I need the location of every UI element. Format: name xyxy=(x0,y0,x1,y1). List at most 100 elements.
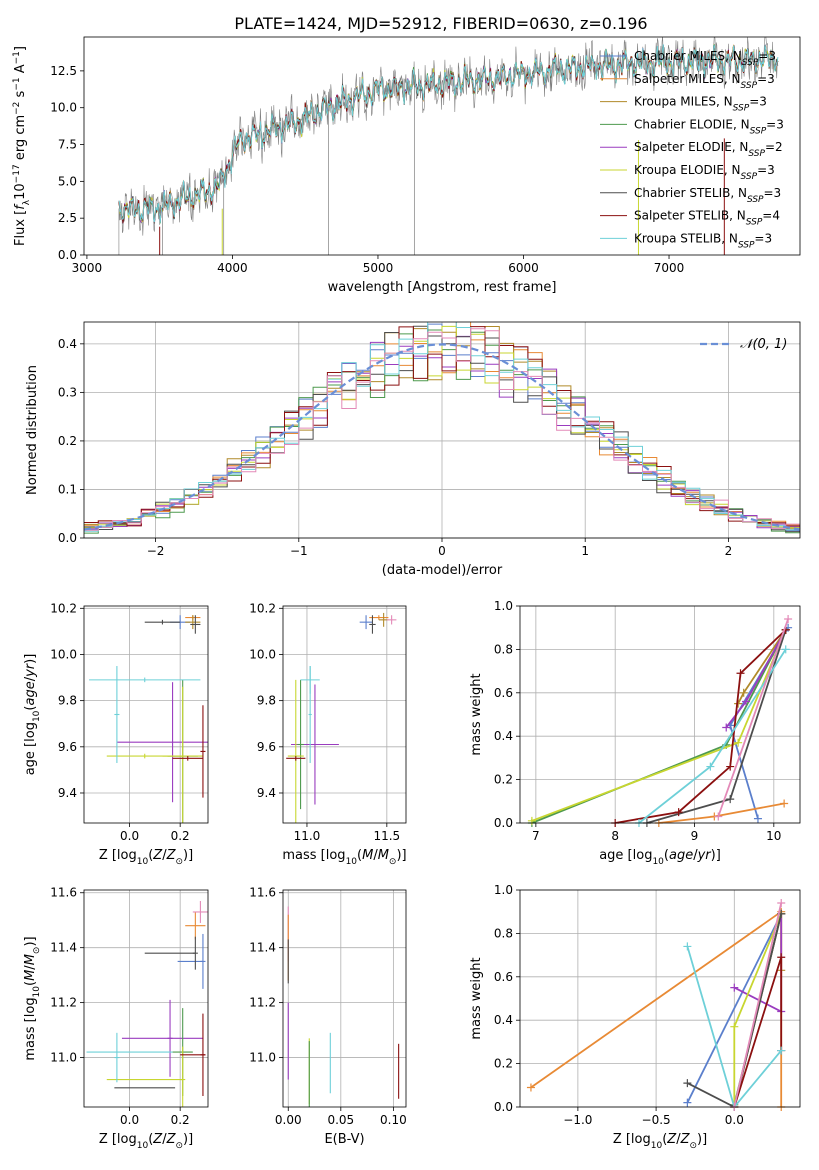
mass-weight-marker xyxy=(683,942,692,951)
x-axis-label: Z [log10(Z/Z⊙)] xyxy=(99,1132,193,1151)
x-tick-label: 0.2 xyxy=(171,829,190,843)
x-tick-label: 10 xyxy=(766,829,781,843)
residual-histogram-10 xyxy=(84,328,800,531)
age-vs-Z-frame xyxy=(83,605,209,824)
mass-weight-marker xyxy=(780,799,789,808)
y-tick-label: 10.2 xyxy=(50,601,77,615)
x-tick-label: 9 xyxy=(691,829,699,843)
residuals-axes: −2 −1 0 1 2 0.0 0.1 0.2 0.3 0.4 (data-model)/error… xyxy=(25,322,800,578)
x-tick-label: 0 xyxy=(438,544,446,558)
spectrum-legend: Chabrier MILES, NSSP=3 Salpeter MILES, NS… xyxy=(600,49,784,250)
legend-label: Kroupa ELODIE, NSSP=3 xyxy=(634,163,775,182)
x-tick-label: 3000 xyxy=(72,261,103,275)
mass-weight-series-8 xyxy=(615,629,787,823)
y-tick-label: 0.6 xyxy=(494,970,513,984)
y-tick-label: 11.6 xyxy=(249,886,276,900)
legend-label: Salpeter STELIB, NSSP=4 xyxy=(634,209,780,228)
mass-weight-marker xyxy=(683,1079,692,1088)
y-tick-label: 11.6 xyxy=(50,886,77,900)
y-tick-label: 0.4 xyxy=(494,729,513,743)
y-tick-label: 9.8 xyxy=(257,694,276,708)
figure-title: PLATE=1424, MJD=52912, FIBERID=0630, z=0… xyxy=(234,14,647,33)
mass-weight-series-10 xyxy=(733,902,783,1107)
mass-vs-EBV-axes: 0.00 0.05 0.10 11.0 11.2 11.4 11.6 E(B-V) xyxy=(249,886,406,1147)
massweight-vs-age-frame xyxy=(519,605,801,824)
y-tick-label: 0.0 xyxy=(494,816,513,830)
mass-weight-marker xyxy=(777,953,786,962)
y-tick-label: 11.2 xyxy=(249,996,276,1010)
x-tick-label: 0.10 xyxy=(380,1113,407,1127)
mass-weight-marker xyxy=(739,688,748,697)
y-tick-label: 9.6 xyxy=(257,740,276,754)
legend-label: Kroupa STELIB, NSSP=3 xyxy=(634,231,772,250)
mass-weight-marker xyxy=(726,795,735,804)
x-tick-label: −0.5 xyxy=(642,1113,671,1127)
spectrum-frame xyxy=(83,36,801,256)
y-tick-label: 10.0 xyxy=(50,647,77,661)
mass-weight-marker xyxy=(730,1022,739,1031)
mass-weight-marker xyxy=(726,762,735,771)
mass-weight-series-9 xyxy=(686,946,782,1107)
age-vs-Z-axes: 0.0 0.2 9.4 9.6 9.8 10.0 10.2 Z [log10(Z/Z⊙)] ag… xyxy=(23,601,208,867)
y-tick-label: 10.2 xyxy=(249,601,276,615)
mass-weight-marker xyxy=(784,615,793,624)
y-tick-label: 9.6 xyxy=(58,740,77,754)
y-tick-label: 0.8 xyxy=(494,926,513,940)
mass-weight-marker xyxy=(683,1098,692,1107)
y-tick-label: 1.0 xyxy=(494,599,513,613)
x-axis-label: age [log10(age/yr)] xyxy=(599,848,721,867)
x-tick-label: 0.0 xyxy=(120,829,139,843)
massweight-vs-Z-axes: −1.0 −0.5 0.0 0.0 0.2 0.4 0.6 0.8 1.0 Z [log10(Z/… xyxy=(469,883,800,1151)
x-tick-label: 8 xyxy=(611,829,619,843)
y-tick-label: 0.4 xyxy=(494,1013,513,1027)
age-vs-mass-axes: 11.0 11.5 9.4 9.6 9.8 10.0 10.2 mass [log10(M/M… xyxy=(249,601,406,867)
x-tick-label: 0.0 xyxy=(120,1113,139,1127)
massweight-vs-Z-frame xyxy=(519,889,801,1108)
x-tick-label: 2 xyxy=(725,544,733,558)
x-tick-label: 0.00 xyxy=(275,1113,302,1127)
y-tick-label: 0.0 xyxy=(58,531,77,545)
y-axis-label: mass weight xyxy=(469,673,484,755)
x-tick-label: 0.05 xyxy=(327,1113,354,1127)
x-axis-label: wavelength [Angstrom, rest frame] xyxy=(328,280,557,295)
y-tick-label: 0.2 xyxy=(494,1057,513,1071)
x-tick-label: 5000 xyxy=(363,261,394,275)
y-tick-label: 7.5 xyxy=(58,138,77,152)
model-spectrum-9 xyxy=(118,44,779,223)
mass-weight-marker xyxy=(753,814,762,823)
y-tick-label: 12.5 xyxy=(50,64,77,78)
y-tick-label: 0.0 xyxy=(58,248,77,262)
mass-weight-marker xyxy=(714,812,723,821)
gaussian-curve xyxy=(83,343,801,531)
residual-histogram-8 xyxy=(84,326,800,527)
x-axis-label: (data-model)/error xyxy=(382,563,503,578)
x-tick-label: 6000 xyxy=(508,261,539,275)
x-tick-label: 11.5 xyxy=(373,829,400,843)
y-tick-label: 9.8 xyxy=(58,694,77,708)
mass-vs-Z-axes: 0.0 0.2 11.0 11.2 11.4 11.6 Z [log10(Z/Z⊙)] mas… xyxy=(23,886,208,1151)
x-tick-label: −2 xyxy=(147,544,165,558)
mass-vs-EBV-frame xyxy=(282,889,407,1108)
y-tick-label: 11.0 xyxy=(50,1051,77,1065)
mass-weight-marker xyxy=(526,1083,535,1092)
mass-weight-series-7 xyxy=(686,913,783,1107)
spectrum-axes: 3000 4000 5000 6000 7000 0.0 2.5 5.0 7.5 10.0 12.5… xyxy=(12,46,684,295)
y-tick-label: 10.0 xyxy=(249,647,276,661)
mass-weight-series-5 xyxy=(725,629,787,729)
mass-weight-marker xyxy=(706,762,715,771)
mass-weight-series-1 xyxy=(686,913,783,1104)
y-tick-label: 9.4 xyxy=(257,786,276,800)
y-tick-label: 0.6 xyxy=(494,686,513,700)
mass-weight-marker xyxy=(777,899,786,908)
y-tick-label: 10.0 xyxy=(50,101,77,115)
mass-vs-Z-frame xyxy=(83,889,209,1108)
x-axis-label: mass [log10(M/M⊙)] xyxy=(282,848,406,867)
legend-label: Salpeter ELODIE, NSSP=2 xyxy=(634,140,783,159)
residuals-frame xyxy=(83,321,801,539)
mass-weight-marker xyxy=(722,723,731,732)
y-tick-label: 0.3 xyxy=(58,385,77,399)
legend-label: Chabrier STELIB, NSSP=3 xyxy=(634,186,781,205)
mass-weight-marker xyxy=(527,816,536,825)
mass-weight-series-6 xyxy=(531,629,787,822)
